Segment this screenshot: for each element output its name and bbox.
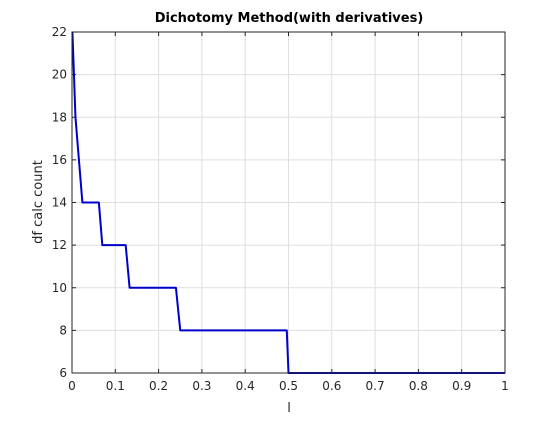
y-axis-label: df calc count bbox=[31, 160, 46, 244]
x-tick-label: 0 bbox=[68, 379, 76, 393]
y-tick-label: 16 bbox=[52, 153, 67, 167]
chart-title: Dichotomy Method(with derivatives) bbox=[155, 11, 424, 26]
y-tick-label: 18 bbox=[52, 110, 67, 124]
y-tick-label: 8 bbox=[59, 323, 67, 337]
y-tick-label: 20 bbox=[52, 68, 67, 82]
x-tick-label: 0.4 bbox=[236, 379, 255, 393]
x-tick-label: 0.2 bbox=[149, 379, 168, 393]
x-tick-label: 0.7 bbox=[366, 379, 385, 393]
x-tick-label: 0.9 bbox=[452, 379, 471, 393]
series-group bbox=[71, 31, 505, 374]
x-tick-label: 0.3 bbox=[192, 379, 211, 393]
x-tick-label: 0.1 bbox=[106, 379, 125, 393]
x-axis-label: l bbox=[287, 401, 291, 416]
x-tick-label: 1 bbox=[501, 379, 509, 393]
ticks: 0 0.1 0.2 0.3 0.4 0.5 0.6 0.7 0.8 0.9 168101214161… bbox=[52, 25, 509, 393]
x-tick-label: 0.6 bbox=[322, 379, 341, 393]
y-tick-label: 10 bbox=[52, 281, 67, 295]
series-line-0 bbox=[71, 31, 505, 374]
y-tick-label: 12 bbox=[52, 238, 67, 252]
plot-border bbox=[71, 31, 506, 374]
y-tick-label: 6 bbox=[59, 366, 67, 380]
x-tick-label: 0.8 bbox=[409, 379, 428, 393]
y-tick-label: 22 bbox=[52, 25, 67, 39]
x-tick-label: 0.5 bbox=[279, 379, 298, 393]
y-tick-label: 14 bbox=[52, 196, 67, 210]
